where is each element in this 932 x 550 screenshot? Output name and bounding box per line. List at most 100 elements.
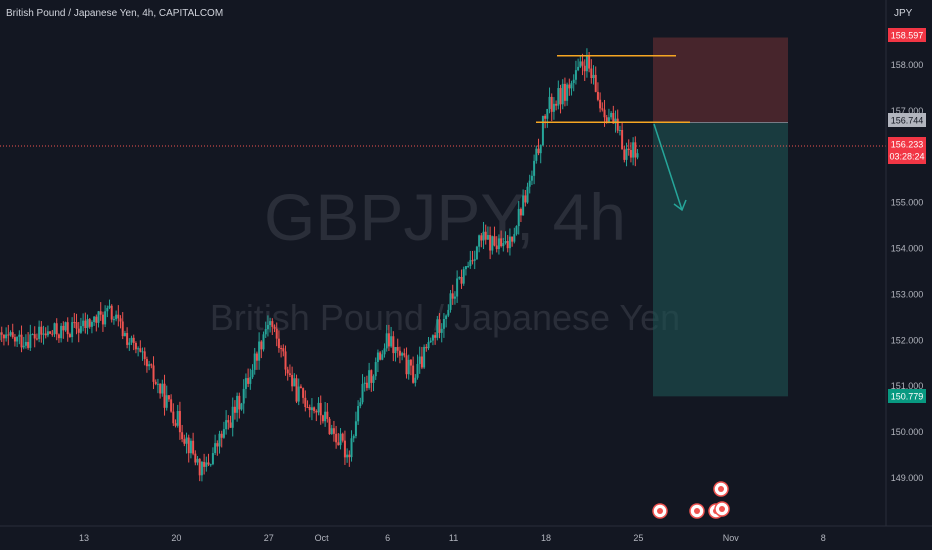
candle-body <box>552 103 555 112</box>
candle-body <box>75 322 78 329</box>
candle-body <box>555 103 558 106</box>
candle-body <box>132 337 135 343</box>
candle-body <box>60 325 63 339</box>
arrow-head <box>673 199 687 212</box>
candle-body <box>544 115 547 119</box>
candle-body <box>284 351 287 370</box>
candle-body <box>376 352 379 363</box>
candle-body <box>365 382 368 388</box>
time-tick-label: 8 <box>821 533 826 543</box>
candle-body <box>216 443 219 447</box>
candle-body <box>79 326 82 333</box>
candle-body <box>99 311 102 315</box>
price-tags: 158.597 156.744 156.233 03:28:24 150.779 <box>888 28 926 403</box>
candle-body <box>172 411 175 424</box>
candle-body <box>297 386 300 402</box>
candle-body <box>251 369 254 378</box>
candle-body <box>189 440 192 454</box>
event-marker[interactable] <box>713 481 729 497</box>
candle-body <box>621 129 624 150</box>
candle-body <box>231 406 234 428</box>
candle-body <box>244 378 247 389</box>
take-profit-zone[interactable] <box>653 122 788 397</box>
candle-body <box>31 334 34 336</box>
candle-body <box>27 341 30 348</box>
drawings[interactable] <box>536 54 690 212</box>
event-marker[interactable] <box>689 503 705 519</box>
candle-body <box>434 335 437 338</box>
candle-body <box>517 208 520 227</box>
candle-body <box>456 278 459 297</box>
candle-body <box>40 326 43 335</box>
current-price-label: 156.233 <box>891 140 924 150</box>
candle-body <box>249 377 252 384</box>
candle-body <box>200 461 203 476</box>
symbol-title[interactable]: British Pound / Japanese Yen, 4h, CAPITA… <box>6 8 224 19</box>
candle-body <box>145 359 148 367</box>
candle-body <box>486 235 489 240</box>
projection-arrow[interactable] <box>653 123 683 211</box>
candle-body <box>13 337 16 342</box>
candle-body <box>431 335 434 341</box>
candle-body <box>211 453 214 465</box>
candle-body <box>508 236 511 249</box>
candle-body <box>178 411 181 433</box>
candle-body <box>313 407 316 411</box>
candle-body <box>398 350 401 356</box>
candle-body <box>154 381 157 384</box>
candle-body <box>610 113 613 118</box>
candle-body <box>588 55 591 69</box>
event-markers[interactable] <box>652 481 730 519</box>
candle-body <box>453 296 456 299</box>
candle-body <box>112 319 115 321</box>
time-axis[interactable]: 13 20 27 Oct 6 11 18 25 Nov 8 <box>79 533 826 543</box>
candle-body <box>425 346 428 349</box>
candle-body <box>429 340 432 343</box>
candle-body <box>449 293 452 310</box>
candle-body <box>152 365 155 382</box>
candle-body <box>489 235 492 251</box>
candle-body <box>57 334 60 339</box>
candle-body <box>266 325 269 330</box>
candle-body <box>205 462 208 467</box>
candle-body <box>141 351 144 353</box>
candle-body <box>524 195 527 203</box>
candle-body <box>495 245 498 250</box>
candle-body <box>379 352 382 360</box>
candle-body <box>458 277 461 279</box>
candle-body <box>167 395 170 400</box>
candle-body <box>238 395 241 410</box>
candle-body <box>117 314 120 319</box>
candle-body <box>405 355 408 375</box>
candle-body <box>561 83 564 105</box>
event-marker[interactable] <box>714 501 730 517</box>
currency-badge[interactable]: JPY <box>894 8 913 19</box>
candle-body <box>119 318 122 322</box>
price-tick-label: 157.000 <box>891 106 924 116</box>
candle-body <box>161 383 164 394</box>
candle-body <box>636 153 639 158</box>
candle-body <box>566 84 569 101</box>
candle-body <box>106 307 109 312</box>
candle-body <box>291 374 294 387</box>
candle-body <box>236 395 239 413</box>
candle-body <box>451 293 454 299</box>
candle-body <box>73 322 76 324</box>
candle-body <box>423 346 426 368</box>
candle-body <box>473 259 476 261</box>
candle-body <box>348 454 351 458</box>
time-tick-label: 6 <box>385 533 390 543</box>
event-marker[interactable] <box>652 503 668 519</box>
target-tag-label: 150.779 <box>891 392 924 402</box>
candle-body <box>150 364 153 366</box>
candle-body <box>374 362 377 377</box>
position-zones[interactable] <box>0 37 886 397</box>
stop-loss-zone[interactable] <box>653 37 788 123</box>
candle-body <box>46 331 49 336</box>
candle-body <box>262 334 265 350</box>
candle-body <box>392 336 395 354</box>
candle-body <box>77 328 80 333</box>
candle-body <box>502 242 505 247</box>
